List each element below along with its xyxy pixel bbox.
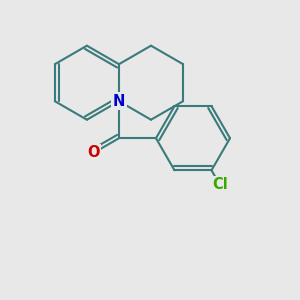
Text: N: N (113, 94, 125, 109)
Text: O: O (87, 146, 100, 160)
Text: Cl: Cl (212, 177, 228, 192)
